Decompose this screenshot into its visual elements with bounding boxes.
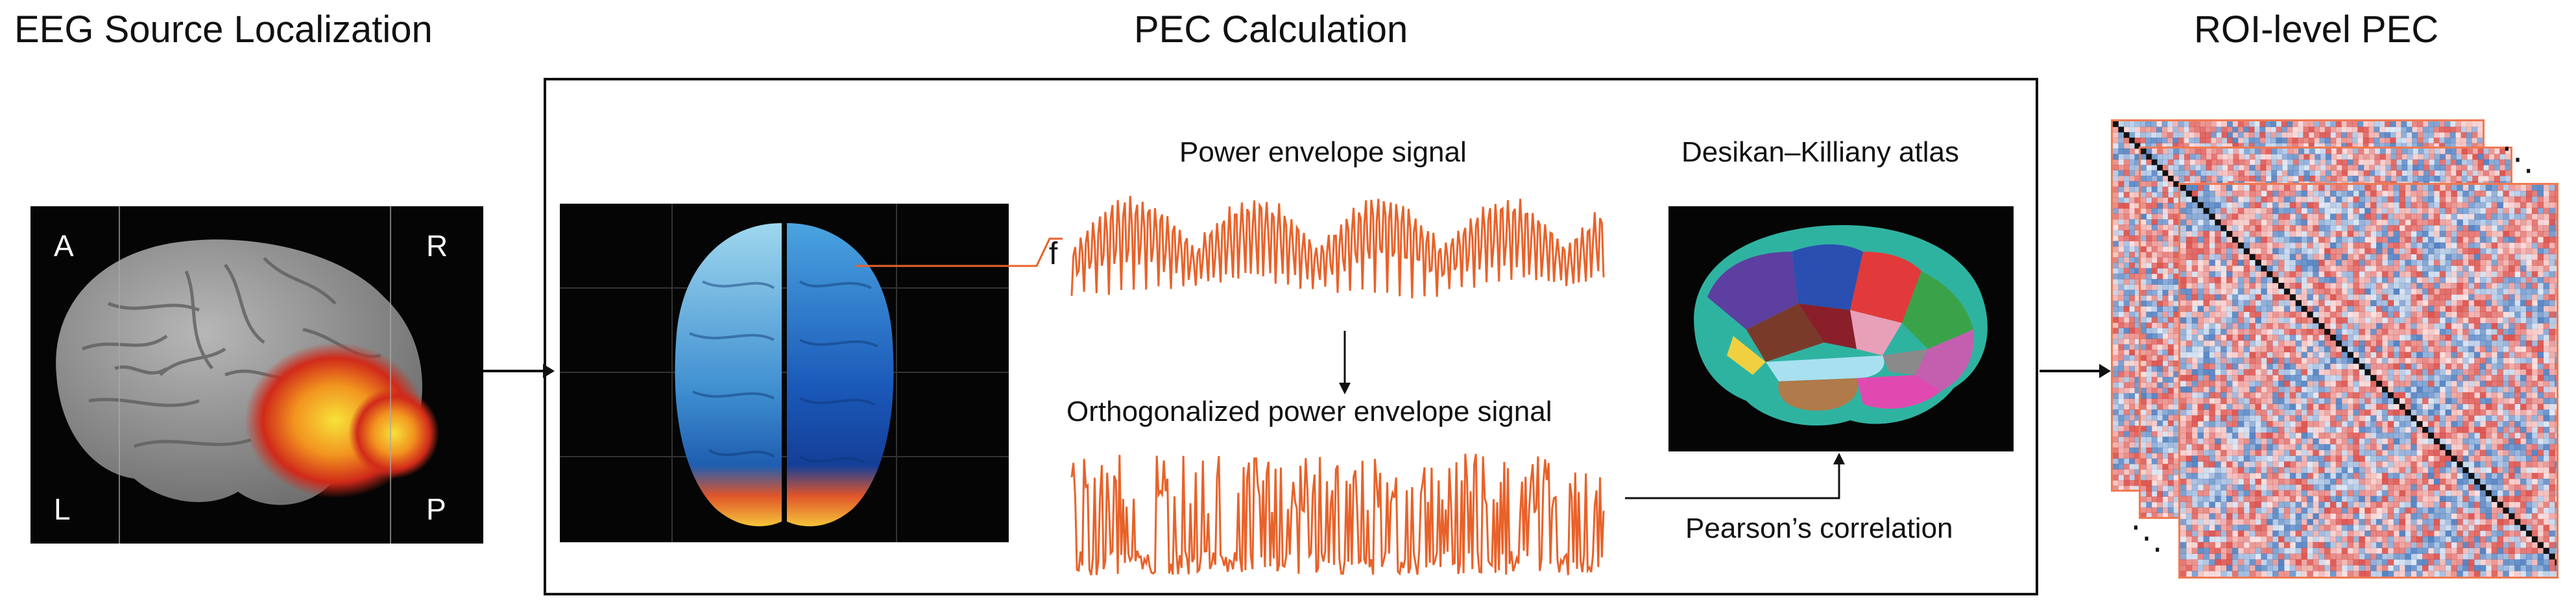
orthogonalized-envelope-label: Orthogonalized power envelope signal (1066, 396, 1552, 427)
power-envelope-signal (1070, 195, 1605, 298)
region-to-signal-connector (855, 237, 1063, 267)
power-envelope-label: Power envelope signal (1179, 136, 1467, 168)
stack-ellipsis-top: ⋱ (2501, 141, 2534, 177)
orthogonalization-arrow (1339, 331, 1351, 394)
roi-level-pec-title: ROI-level PEC (2194, 8, 2439, 51)
left-label: L (54, 492, 71, 526)
lateral-brain-icon (56, 206, 439, 544)
orthogonalized-signal (1070, 453, 1605, 576)
desikan-atlas-icon (1694, 224, 1988, 426)
frequency-marker: f (1049, 237, 1058, 271)
atlas-panel (1668, 206, 2014, 451)
correlation-connector (1625, 453, 1845, 499)
atlas-label: Desikan–Killiany atlas (1681, 136, 1959, 168)
eeg-source-localization-title: EEG Source Localization (14, 8, 433, 51)
anterior-label: A (54, 229, 74, 263)
stack-ellipsis-bottom: ⋱ (2130, 520, 2163, 556)
right-label: R (426, 229, 448, 263)
source-localization-panel: A R L P (30, 206, 483, 544)
pearson-correlation-label: Pearson’s correlation (1685, 512, 1953, 544)
dorsal-brain-icon (560, 204, 1009, 542)
arrow-to-roi (2040, 364, 2111, 378)
connectivity-matrix-front (2180, 185, 2557, 577)
dorsal-brain-panel (560, 204, 1009, 542)
pec-calculation-title: PEC Calculation (1134, 8, 1408, 51)
posterior-label: P (426, 492, 446, 526)
matrix-stack-front (2178, 183, 2558, 579)
pec-calculation-box (544, 78, 2038, 595)
